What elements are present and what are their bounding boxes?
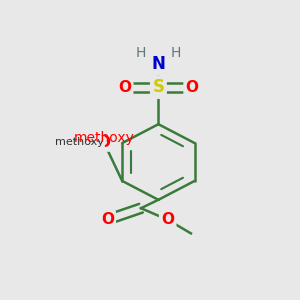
Text: O: O: [161, 212, 174, 227]
Text: O: O: [97, 134, 110, 150]
Text: S: S: [152, 78, 164, 97]
Text: O: O: [186, 80, 199, 95]
Text: methoxy: methoxy: [74, 131, 134, 145]
Text: H: H: [171, 46, 181, 60]
Text: N: N: [152, 55, 165, 73]
Text: O: O: [118, 80, 131, 95]
Text: methoxy: methoxy: [55, 137, 104, 147]
Text: H: H: [136, 46, 146, 60]
Text: O: O: [101, 212, 114, 227]
